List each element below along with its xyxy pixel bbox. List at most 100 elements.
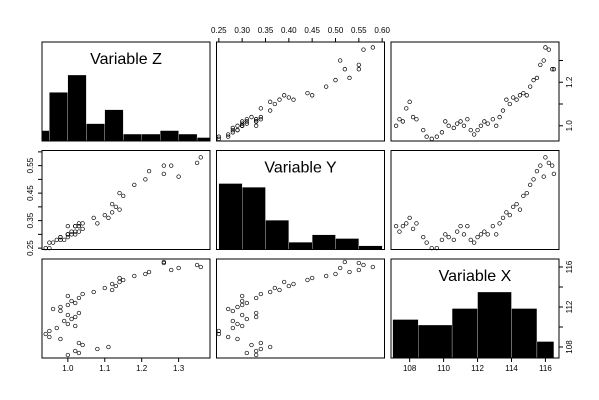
point bbox=[76, 340, 82, 346]
x-tick-label: 1.2 bbox=[136, 364, 148, 373]
point bbox=[541, 58, 546, 63]
point bbox=[76, 223, 82, 229]
histogram-bar bbox=[418, 324, 453, 359]
point bbox=[478, 123, 484, 128]
point bbox=[439, 130, 445, 135]
y-tick-label: 1.2 bbox=[565, 76, 574, 88]
point bbox=[482, 229, 487, 234]
point bbox=[277, 287, 282, 293]
point bbox=[439, 237, 445, 243]
point bbox=[132, 182, 137, 188]
point bbox=[258, 106, 263, 111]
x-tick-label: 108 bbox=[403, 364, 417, 373]
point bbox=[361, 47, 366, 52]
point bbox=[65, 234, 70, 240]
histogram-bar bbox=[288, 242, 313, 250]
point bbox=[91, 215, 96, 221]
point bbox=[421, 127, 426, 133]
point bbox=[62, 237, 67, 243]
point bbox=[268, 108, 273, 113]
point bbox=[458, 119, 463, 124]
y-tick-label: 0.25 bbox=[26, 240, 35, 256]
y-tick-label: 0.35 bbox=[26, 212, 35, 228]
histogram-bar bbox=[41, 130, 50, 142]
point bbox=[550, 163, 555, 168]
point bbox=[347, 75, 352, 81]
y-tick-label: 116 bbox=[565, 260, 574, 273]
point bbox=[494, 123, 499, 128]
point bbox=[58, 308, 63, 314]
point bbox=[254, 295, 259, 301]
point bbox=[517, 93, 523, 98]
point bbox=[521, 90, 526, 96]
y-tick-label: 112 bbox=[565, 300, 574, 313]
point bbox=[240, 121, 245, 126]
point bbox=[226, 134, 231, 139]
point bbox=[497, 221, 502, 226]
x-tick-label: 0.50 bbox=[328, 26, 344, 35]
point bbox=[65, 223, 70, 229]
point bbox=[541, 174, 546, 179]
point bbox=[121, 277, 126, 283]
point bbox=[393, 123, 399, 128]
point bbox=[194, 160, 200, 166]
point bbox=[161, 171, 166, 177]
x-tick-label: 1.3 bbox=[173, 364, 185, 373]
x-tick-label: 0.45 bbox=[304, 26, 320, 35]
point bbox=[235, 304, 240, 310]
point bbox=[485, 232, 490, 237]
point bbox=[258, 291, 263, 297]
point bbox=[161, 163, 166, 168]
histogram-bar bbox=[86, 123, 105, 142]
point bbox=[338, 265, 343, 271]
point bbox=[117, 279, 122, 285]
point bbox=[497, 114, 502, 120]
y-tick-label: 108 bbox=[565, 340, 574, 354]
point bbox=[538, 62, 543, 67]
point bbox=[106, 344, 111, 350]
point bbox=[258, 117, 263, 122]
point bbox=[230, 308, 235, 314]
point bbox=[531, 177, 536, 182]
point bbox=[240, 123, 245, 128]
histogram-bar bbox=[265, 220, 289, 250]
point bbox=[54, 237, 59, 243]
histogram-bar bbox=[358, 245, 383, 250]
panel-frame bbox=[41, 258, 211, 359]
point bbox=[50, 240, 56, 245]
point bbox=[455, 121, 460, 126]
y-tick-label: 1.0 bbox=[565, 120, 574, 132]
point bbox=[543, 45, 548, 50]
histogram-bar bbox=[511, 308, 538, 359]
point bbox=[424, 134, 429, 139]
point bbox=[65, 302, 70, 308]
point bbox=[65, 312, 70, 318]
point bbox=[504, 210, 509, 215]
point bbox=[73, 223, 78, 229]
point bbox=[73, 229, 78, 234]
point bbox=[143, 271, 148, 277]
point bbox=[235, 336, 240, 342]
point bbox=[216, 134, 221, 139]
point bbox=[407, 215, 412, 221]
panel-frame bbox=[390, 150, 560, 250]
point bbox=[58, 336, 63, 342]
point bbox=[65, 352, 70, 358]
point bbox=[58, 304, 63, 310]
point bbox=[356, 267, 361, 273]
point bbox=[475, 234, 480, 240]
point bbox=[80, 342, 85, 348]
point bbox=[310, 93, 315, 98]
point bbox=[528, 84, 533, 89]
point bbox=[258, 346, 263, 352]
point bbox=[102, 285, 107, 291]
histogram-bar bbox=[312, 234, 336, 250]
point bbox=[73, 323, 78, 329]
point bbox=[338, 58, 343, 63]
x-tick-label: 1.0 bbox=[62, 364, 74, 373]
x-tick-label: 0.55 bbox=[351, 26, 367, 35]
point bbox=[198, 264, 203, 270]
point bbox=[472, 240, 477, 245]
histogram-bar bbox=[242, 187, 266, 250]
point bbox=[465, 223, 470, 229]
